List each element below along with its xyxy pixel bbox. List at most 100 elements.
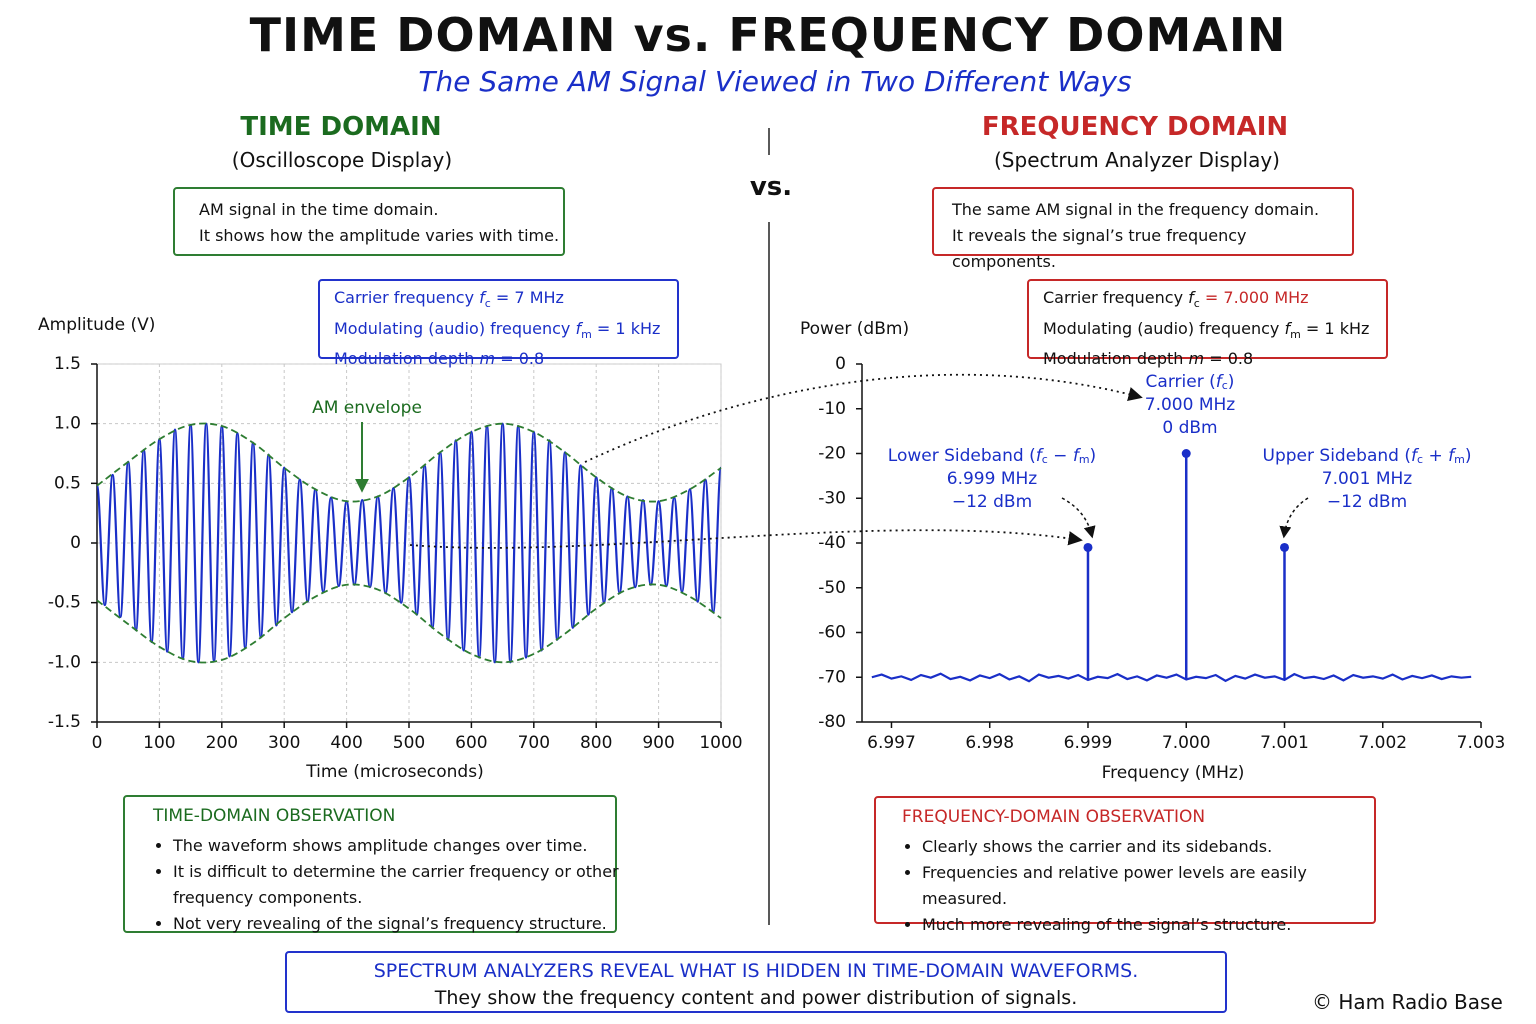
annotation-line: 6.999 MHz (947, 469, 1038, 489)
x-tick-label: 500 (393, 733, 425, 753)
x-tick-label: 900 (642, 733, 674, 753)
annotation-line: 7.000 MHz (1145, 395, 1236, 415)
subtitle: The Same AM Signal Viewed in Two Differe… (418, 65, 1132, 98)
annotation-arrow (1061, 497, 1096, 539)
annotation-label: AM envelope (312, 398, 422, 418)
text-segment: f (1073, 446, 1082, 466)
parameters-box: Carrier frequency fc = 7 MHz Modulating … (318, 279, 679, 368)
text-segment: Lower Sideband ( (888, 446, 1036, 466)
stem-dot (1083, 542, 1093, 552)
text-segment: = 7.000 MHz (1199, 288, 1309, 307)
text-segment: ) (1465, 446, 1472, 466)
parameter-line: Modulating (audio) frequency fm = 1 kHz (334, 317, 677, 348)
text-segment: ) (1090, 446, 1097, 466)
annotation-arrow (1279, 497, 1309, 539)
text-segment: f (575, 318, 582, 338)
y-tick-label: 0 (835, 354, 846, 374)
text-segment: c (1417, 453, 1423, 466)
observation-list: The waveform shows amplitude changes ove… (139, 833, 623, 937)
text-segment: c (1193, 297, 1200, 311)
y-tick-label: -60 (818, 623, 846, 643)
text-segment: Modulating (audio) frequency (1043, 318, 1285, 338)
text-segment: = 0.8 (495, 349, 545, 369)
text-segment: Carrier frequency (334, 288, 480, 307)
text-segment: c (1222, 379, 1228, 392)
y-axis-label: Power (dBm) (800, 319, 909, 339)
description-line: AM signal in the time domain. (199, 200, 439, 219)
y-axis-label: Amplitude (V) (38, 315, 155, 335)
bullet: Much more revealing of the signal’s stru… (922, 912, 1374, 938)
text-segment: AM envelope (312, 398, 422, 418)
x-tick-label: 300 (268, 733, 300, 753)
text-segment: = 1 kHz (1300, 318, 1370, 338)
x-tick-label: 800 (580, 733, 612, 753)
annotation-line: −12 dBm (1327, 492, 1407, 512)
vs-label: vs. (749, 172, 793, 202)
observation-list: Clearly shows the carrier and its sideba… (888, 834, 1374, 938)
observation-title: FREQUENCY-DOMAIN OBSERVATION (902, 807, 1206, 827)
link-arrow (584, 373, 1143, 463)
y-tick-label: -20 (818, 444, 846, 464)
text-segment: m (1188, 349, 1205, 369)
link-arrow (409, 529, 1083, 549)
time-chart: 1.5 1.0 0.5 0 -0.5 -1.0 -1.5 0 100 200 300 400 500 60… (38, 315, 743, 782)
text-segment: Modulation depth (334, 349, 480, 369)
signal-line (871, 672, 1472, 683)
text-segment: f (479, 288, 485, 307)
stem-dot (1181, 449, 1191, 458)
text-segment: Carrier frequency (1043, 288, 1189, 307)
panel-heading: FREQUENCY DOMAIN (981, 112, 1289, 142)
bullet: Frequencies and relative power levels ar… (922, 860, 1374, 912)
y-tick-label: 0 (70, 533, 81, 553)
parameters-box: Carrier frequency f c = 7.000 MHz Modulat… (1027, 279, 1388, 368)
x-tick-label: 200 (206, 733, 238, 753)
x-tick-label: 600 (455, 733, 487, 753)
panel-subheading: (Oscilloscope Display) (231, 148, 453, 172)
text-segment: m (479, 349, 496, 369)
bullet: Not very revealing of the signal’s frequ… (173, 911, 623, 937)
annotation-line: 7.001 MHz (1322, 469, 1413, 489)
text-segment: m (1454, 453, 1465, 466)
annotation-label: Lower Sideband (fc − fm) (888, 446, 1096, 466)
x-tick-label: 7.001 (1260, 733, 1309, 753)
annotation-line: −12 dBm (952, 492, 1032, 512)
x-tick-label: 400 (330, 733, 362, 753)
y-tick-label: 1.5 (54, 354, 81, 374)
x-tick-label: 7.003 (1457, 733, 1506, 753)
y-tick-label: -40 (818, 533, 846, 553)
y-tick-label: -10 (818, 399, 846, 419)
description-line: It shows how the amplitude varies with t… (199, 226, 560, 245)
description-line: The same AM signal in the frequency doma… (952, 200, 1320, 219)
text-segment: f (1411, 446, 1420, 466)
spectrum-chart: 0 -10 -20 -30 -40 -50 -60 -70 -80 6.997 6.998 6.999… (800, 319, 1505, 783)
y-tick-label: -70 (818, 667, 846, 687)
envelope-line (96, 422, 722, 503)
y-tick-label: 0.5 (54, 473, 81, 493)
text-segment: Carrier ( (1146, 372, 1216, 392)
observation-box: TIME-DOMAIN OBSERVATION The waveform sho… (123, 795, 619, 933)
x-axis-label: Frequency (MHz) (1102, 763, 1245, 783)
text-segment: = 7 MHz (490, 288, 564, 307)
observation-box: FREQUENCY-DOMAIN OBSERVATION Clearly sho… (874, 796, 1376, 934)
annotation-line: 0 dBm (1162, 418, 1217, 438)
envelope-line (96, 583, 722, 664)
parameter-line: Modulating (audio) frequency fm = 1 kHz (1043, 317, 1386, 348)
text-segment: Modulation depth (1043, 349, 1189, 369)
y-tick-label: -1.5 (48, 712, 81, 732)
text-segment: Modulating (audio) frequency (334, 318, 576, 338)
text-segment: = 0.8 (1204, 349, 1254, 369)
observation-title: TIME-DOMAIN OBSERVATION (153, 806, 396, 826)
text-segment: f (1448, 446, 1457, 466)
x-tick-label: 6.998 (965, 733, 1014, 753)
text-segment: m (1290, 327, 1301, 341)
bullet: The waveform shows amplitude changes ove… (173, 833, 623, 859)
text-segment: − (1048, 446, 1073, 466)
stem-dot (1279, 542, 1289, 552)
title: TIME DOMAIN vs. FREQUENCY DOMAIN (249, 8, 1287, 62)
parameter-line: Carrier frequency fc = 7 MHz (334, 286, 677, 317)
text-segment: f (1284, 318, 1291, 338)
y-tick-label: -1.0 (48, 652, 81, 672)
